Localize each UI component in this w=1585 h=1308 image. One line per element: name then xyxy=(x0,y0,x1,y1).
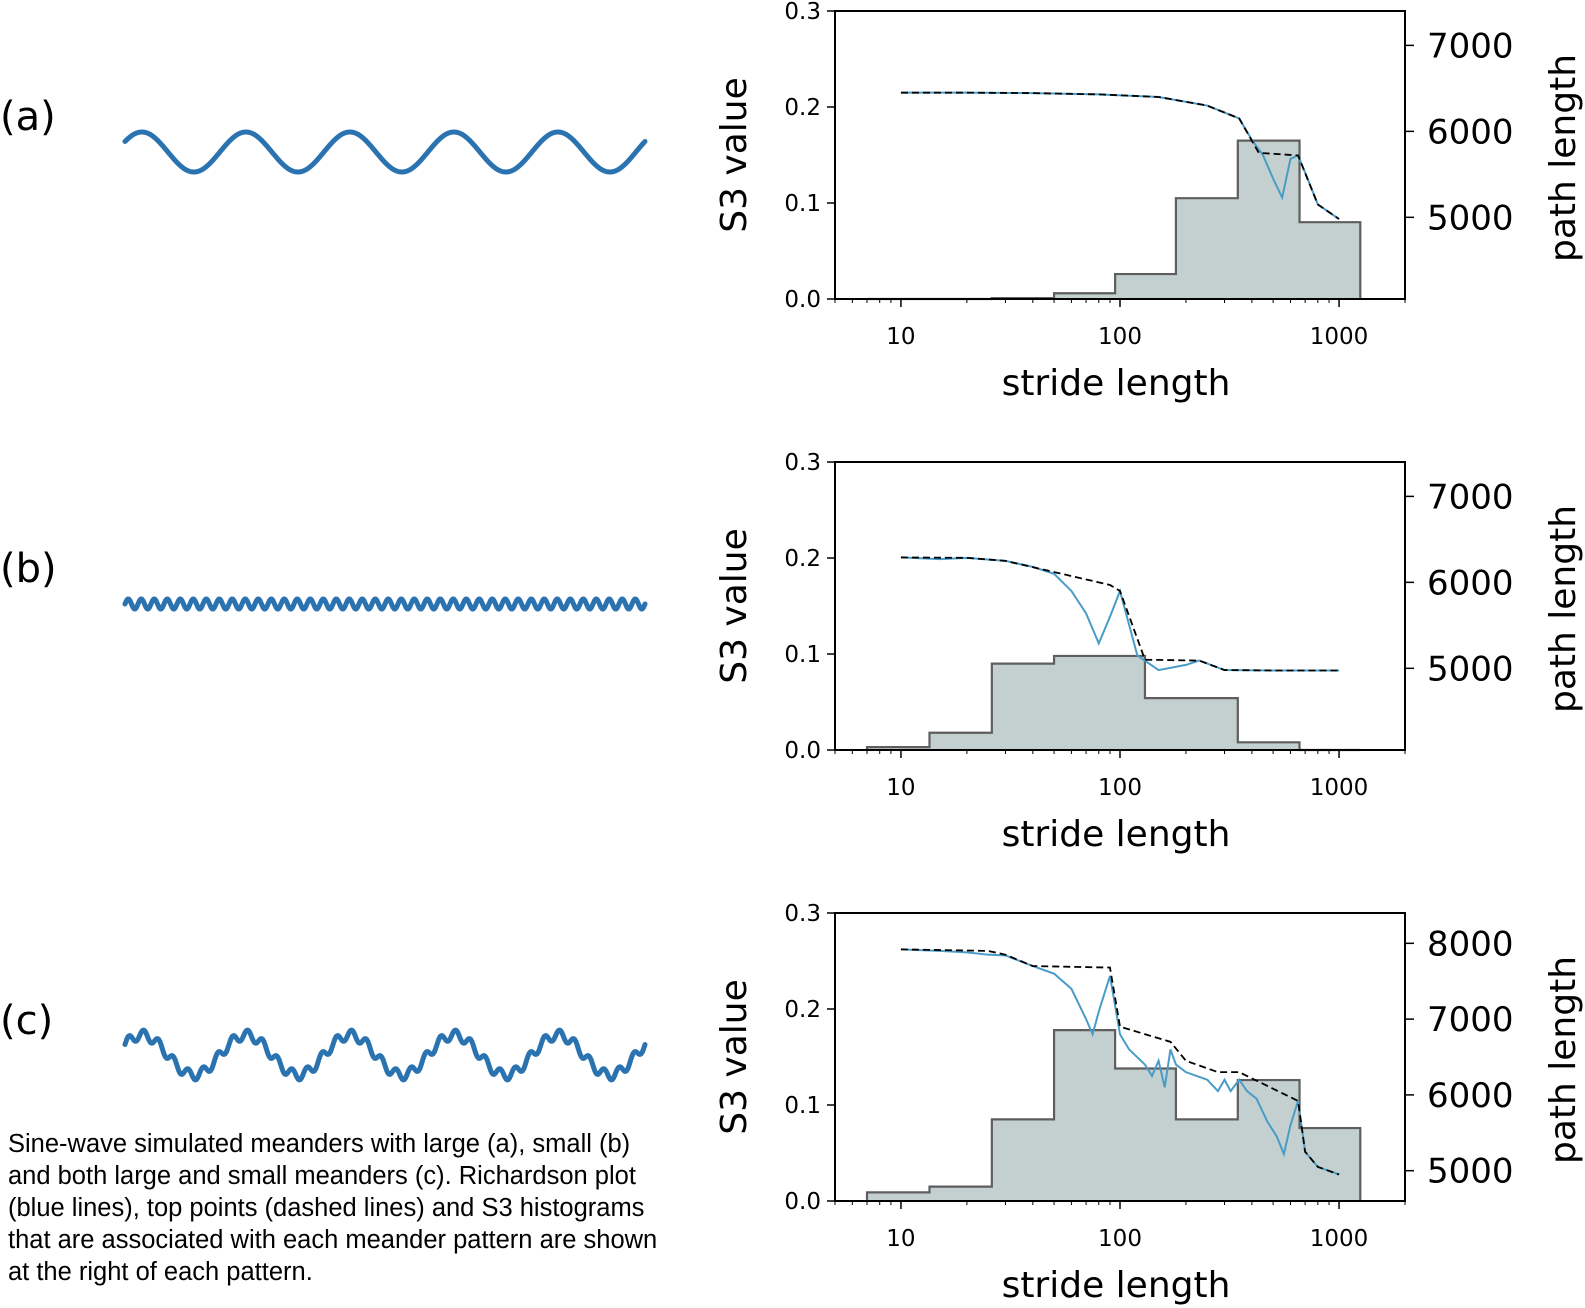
y2-tick-label: 7000 xyxy=(1427,1000,1514,1040)
y2-tick-label: 6000 xyxy=(1427,563,1514,603)
s3-histogram-fill xyxy=(867,140,1361,299)
y-tick-label: 0.1 xyxy=(784,1093,821,1119)
y2-tick-label: 8000 xyxy=(1427,924,1514,964)
y-tick-label: 0.0 xyxy=(784,738,821,764)
y-tick-label: 0.0 xyxy=(784,1189,821,1215)
y-axis-label: S3 value xyxy=(714,979,755,1135)
y2-tick-label: 6000 xyxy=(1427,1076,1514,1116)
y2-tick-label: 7000 xyxy=(1427,477,1514,517)
meander-panel: (a) xyxy=(0,94,648,175)
meander-panel: (c) xyxy=(0,998,648,1083)
y-tick-label: 0.2 xyxy=(784,997,821,1023)
y2-axis-label: path length xyxy=(1543,956,1584,1164)
y-tick-label: 0.3 xyxy=(784,0,821,25)
y-axis-label: S3 value xyxy=(714,77,755,233)
meander-wave xyxy=(122,129,648,175)
x-axis-label: stride length xyxy=(1002,814,1231,855)
x-tick-label: 1000 xyxy=(1310,1226,1369,1252)
panel-label: (b) xyxy=(0,546,57,592)
top-points-line xyxy=(900,556,1340,672)
y-tick-label: 0.3 xyxy=(784,450,821,476)
caption-line: that are associated with each meander pa… xyxy=(8,1226,658,1254)
x-tick-label: 10 xyxy=(886,1226,915,1252)
x-tick-label: 100 xyxy=(1098,324,1142,350)
y-tick-label: 0.2 xyxy=(784,95,821,121)
y2-tick-label: 6000 xyxy=(1427,112,1514,152)
figure-caption: Sine-wave simulated meanders with large … xyxy=(8,1128,723,1288)
caption-line: and both large and small meanders (c). R… xyxy=(8,1162,636,1190)
y2-tick-label: 5000 xyxy=(1427,649,1514,689)
x-axis-label: stride length xyxy=(1002,1265,1231,1306)
chart-panel: 0.0 0.1 0.2 0.3 5000 6000 7000 10 100 1000 stride … xyxy=(714,450,1584,855)
meander-wave xyxy=(122,596,648,612)
y-tick-label: 0.1 xyxy=(784,191,821,217)
y2-tick-label: 5000 xyxy=(1427,1152,1514,1192)
caption-line: Sine-wave simulated meanders with large … xyxy=(8,1130,631,1158)
meander-panel: (b) xyxy=(0,546,648,612)
x-tick-label: 10 xyxy=(886,324,915,350)
x-tick-label: 1000 xyxy=(1310,324,1369,350)
panel-label: (c) xyxy=(0,998,53,1044)
y-tick-label: 0.1 xyxy=(784,642,821,668)
s3-histogram-outline xyxy=(865,1029,1362,1201)
y-axis-label: S3 value xyxy=(714,528,755,684)
x-tick-label: 10 xyxy=(886,775,915,801)
meander-wave xyxy=(122,1027,648,1083)
x-tick-label: 100 xyxy=(1098,1226,1142,1252)
s3-histogram-outline xyxy=(865,654,1361,752)
x-tick-label: 1000 xyxy=(1310,775,1369,801)
chart-panel: 0.0 0.1 0.2 0.3 5000 6000 7000 10 100 1000 stride … xyxy=(714,0,1584,404)
y-tick-label: 0.2 xyxy=(784,546,821,572)
y-tick-label: 0.3 xyxy=(784,901,821,927)
panel-label: (a) xyxy=(0,94,56,140)
y2-tick-label: 5000 xyxy=(1427,198,1514,238)
x-axis-label: stride length xyxy=(1002,363,1231,404)
y-tick-label: 0.0 xyxy=(784,287,821,313)
s3-histogram-fill xyxy=(867,1030,1361,1201)
y2-axis-label: path length xyxy=(1543,54,1584,262)
caption-line: at the right of each pattern. xyxy=(8,1258,313,1286)
richardson-line xyxy=(900,948,1340,1176)
chart-panel: 0.0 0.1 0.2 0.3 5000 6000 7000 8000 10 100 1000 str… xyxy=(714,901,1584,1306)
top-points-line xyxy=(900,948,1340,1176)
y2-axis-label: path length xyxy=(1543,505,1584,713)
y2-tick-label: 7000 xyxy=(1427,26,1514,66)
x-tick-label: 100 xyxy=(1098,775,1142,801)
caption-line: (blue lines), top points (dashed lines) … xyxy=(8,1194,645,1222)
richardson-line xyxy=(900,556,1340,672)
